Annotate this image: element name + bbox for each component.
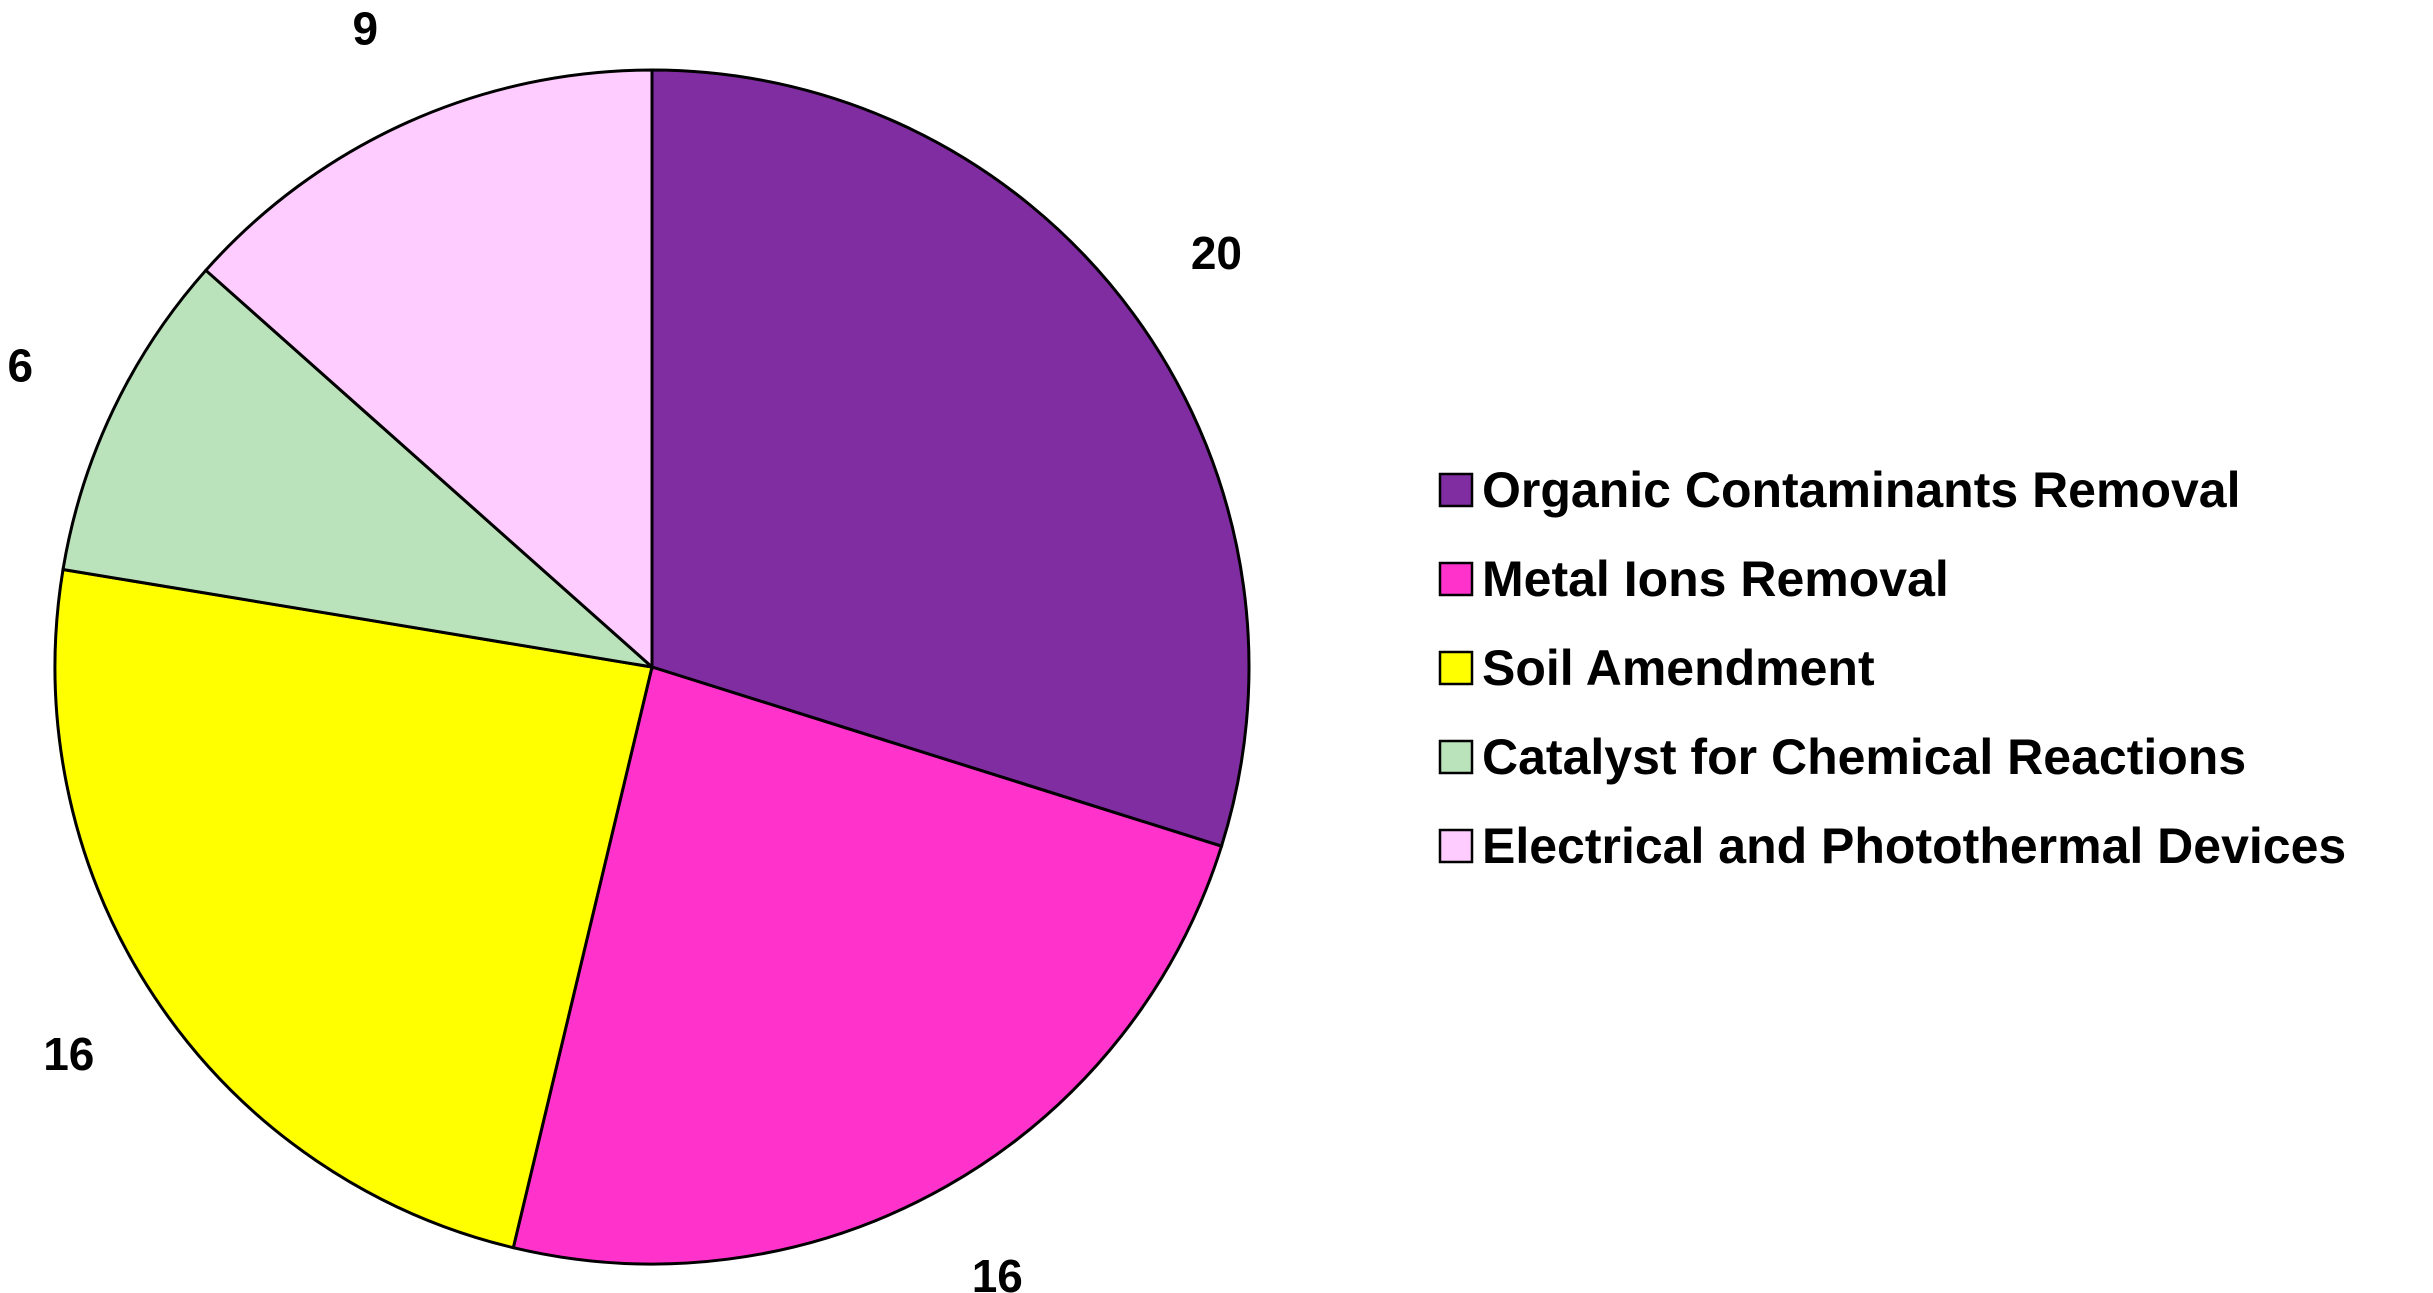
legend-item-catalyst-for-chemical-reactions: Catalyst for Chemical Reactions: [1438, 729, 2246, 785]
pie-slice-catalyst-for-chemical-reactions: [61, 268, 657, 670]
pie-slice-soil-amendment: [53, 567, 654, 1250]
legend-swatch-catalyst-for-chemical-reactions: [1438, 739, 1474, 775]
pie-data-labels: 20 16 16 6 9: [8, 2, 1242, 1293]
legend-label-metal-ions-removal: Metal Ions Removal: [1482, 551, 1949, 607]
pie-slice-organic-contaminants-removal: [650, 68, 1251, 849]
legend-label-electrical-and-photothermal-devices: Electrical and Photothermal Devices: [1482, 818, 2346, 874]
legend-label-soil-amendment: Soil Amendment: [1482, 640, 1875, 696]
legend-item-soil-amendment: Soil Amendment: [1438, 640, 1875, 696]
data-label-soil-amendment: 16: [43, 1028, 94, 1080]
legend-item-metal-ions-removal: Metal Ions Removal: [1438, 551, 1949, 607]
legend-label-catalyst-for-chemical-reactions: Catalyst for Chemical Reactions: [1482, 729, 2246, 785]
data-label-metal-ions-removal: 16: [972, 1250, 1023, 1293]
legend-item-electrical-and-photothermal-devices: Electrical and Photothermal Devices: [1438, 818, 2346, 874]
legend-label-organic-contaminants-removal: Organic Contaminants Removal: [1482, 462, 2241, 518]
pie-slice-metal-ions-removal: [511, 665, 1224, 1266]
legend-swatch-metal-ions-removal: [1438, 561, 1474, 597]
data-label-organic-contaminants-removal: 20: [1191, 227, 1242, 279]
legend: Organic Contaminants Removal Metal Ions R…: [1438, 462, 2346, 874]
pie-slices: [53, 68, 1251, 1266]
data-label-catalyst-for-chemical-reactions: 6: [8, 339, 34, 391]
pie-slice-electrical-and-photothermal-devices: [203, 68, 654, 671]
legend-swatch-organic-contaminants-removal: [1438, 472, 1474, 508]
legend-item-organic-contaminants-removal: Organic Contaminants Removal: [1438, 462, 2241, 518]
legend-swatch-electrical-and-photothermal-devices: [1438, 828, 1474, 864]
legend-swatch-soil-amendment: [1438, 650, 1474, 686]
data-label-electrical-and-photothermal-devices: 9: [353, 2, 379, 54]
